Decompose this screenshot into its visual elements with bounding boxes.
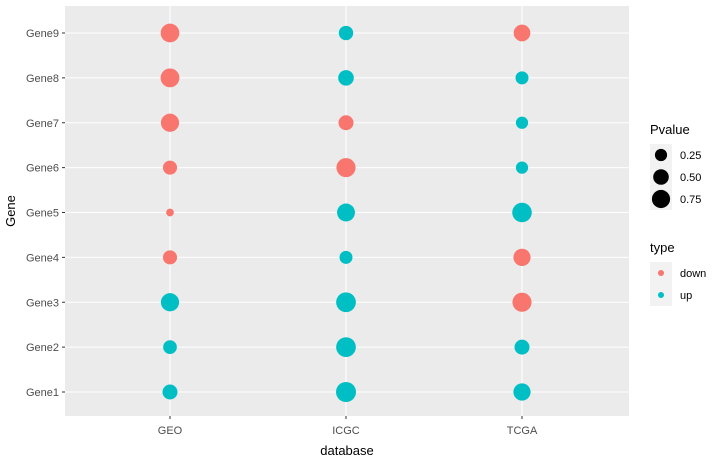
data-point-geo-gene4 (162, 250, 178, 265)
legend-pvalue: Pvalue 0.25 0.50 0.75 (650, 122, 701, 210)
data-point-geo-gene8 (160, 68, 180, 88)
legend-size-label: 0.25 (680, 150, 701, 162)
legend-size-key (651, 189, 671, 209)
x-tick-label: TCGA (507, 425, 538, 437)
legend-type: type down up (650, 240, 706, 306)
x-tick-label: ICGC (332, 425, 360, 437)
data-point-icgc-gene4 (339, 250, 353, 264)
y-tick-label: Gene8 (26, 73, 59, 85)
legend-color-label: up (680, 290, 692, 302)
y-tick-label: Gene5 (26, 208, 59, 220)
data-point-tcga-gene8 (515, 71, 529, 85)
legend-size-label: 0.50 (680, 172, 701, 184)
legend-color-key (658, 292, 664, 298)
y-tick-label: Gene7 (26, 118, 59, 130)
data-point-tcga-gene6 (515, 161, 529, 174)
data-point-geo-gene2 (163, 340, 177, 354)
legend-pvalue-title: Pvalue (650, 122, 690, 137)
data-point-geo-gene3 (160, 293, 180, 312)
legend-type-title: type (650, 240, 675, 255)
legend-size-key (653, 169, 669, 185)
data-point-tcga-gene7 (515, 116, 529, 129)
data-point-icgc-gene6 (336, 158, 356, 178)
data-point-tcga-gene1 (513, 383, 531, 401)
y-tick-label: Gene9 (26, 28, 59, 40)
data-point-icgc-gene3 (336, 292, 356, 313)
legend-color-label: down (680, 268, 706, 280)
data-point-geo-gene6 (162, 160, 178, 175)
y-tick-label: Gene6 (26, 163, 59, 175)
data-point-icgc-gene1 (336, 382, 356, 402)
y-tick-label: Gene1 (26, 387, 59, 399)
y-tick-label: Gene2 (26, 342, 59, 354)
y-axis-title: Gene (3, 195, 18, 227)
legend-size-label: 0.75 (680, 194, 701, 206)
data-point-icgc-gene2 (336, 337, 356, 357)
data-point-icgc-gene9 (338, 25, 354, 41)
y-tick-label: Gene3 (26, 297, 59, 309)
data-point-icgc-gene7 (338, 115, 354, 131)
y-tick-label: Gene4 (26, 252, 59, 264)
data-point-tcga-gene2 (514, 339, 530, 355)
x-tick-labels: GEO ICGC TCGA (158, 416, 538, 437)
data-point-icgc-gene5 (337, 203, 355, 222)
data-point-geo-gene5 (166, 208, 174, 217)
legend-color-key (658, 270, 664, 276)
data-point-icgc-gene8 (338, 70, 354, 86)
data-point-tcga-gene3 (512, 292, 532, 312)
data-point-geo-gene9 (160, 23, 180, 43)
data-point-geo-gene7 (160, 113, 180, 132)
y-tick-labels: Gene1 Gene2 Gene3 Gene4 Gene5 Gene6 Gene7 Gene8… (26, 28, 65, 399)
x-axis-title: database (320, 443, 374, 458)
data-point-geo-gene1 (162, 384, 178, 400)
data-point-tcga-gene5 (512, 202, 532, 223)
data-point-tcga-gene4 (513, 248, 531, 266)
data-points (160, 23, 532, 402)
data-point-tcga-gene9 (513, 24, 531, 42)
legend-size-key (654, 148, 668, 162)
x-tick-label: GEO (158, 425, 183, 437)
